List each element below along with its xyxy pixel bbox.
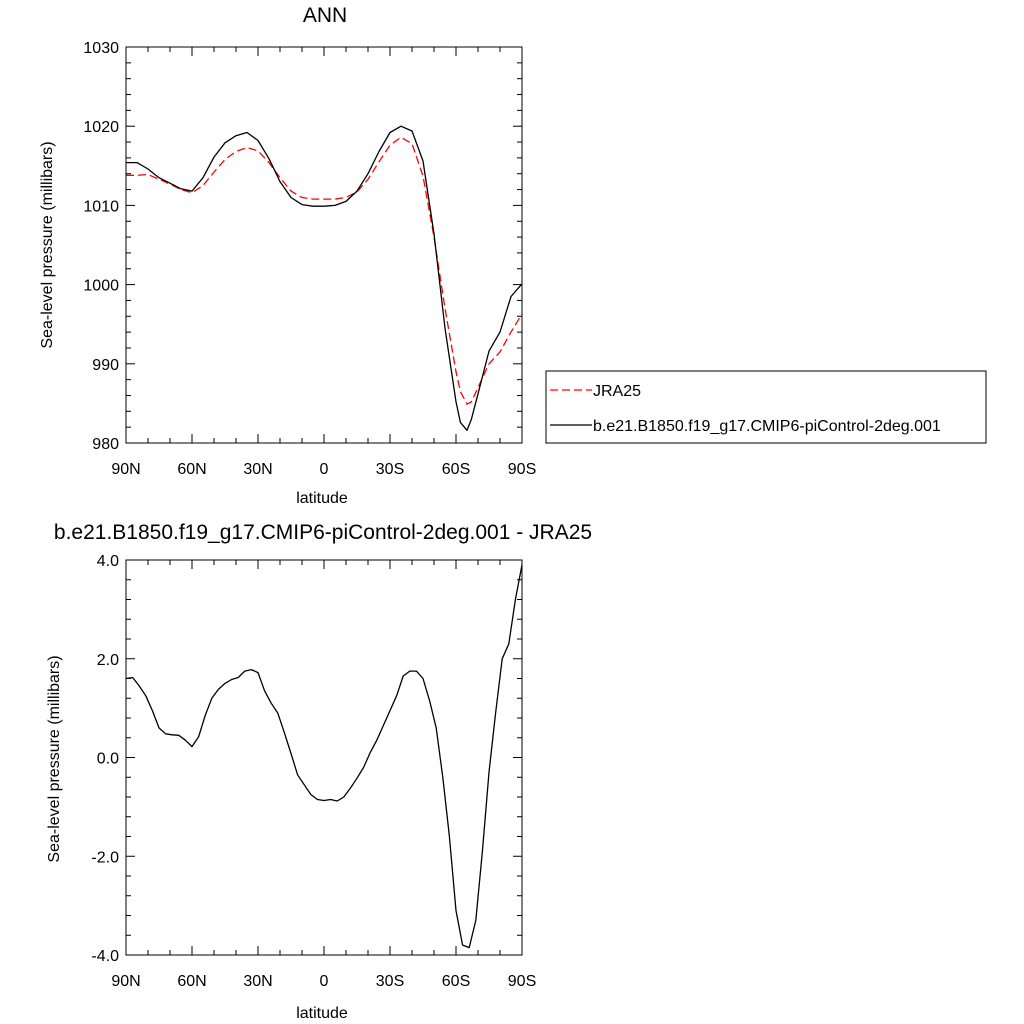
top-x-tick-label: 90S [508, 461, 536, 478]
bottom-y-tick-label: -4.0 [91, 948, 119, 965]
legend-box [545, 370, 987, 444]
bottom-x-tick-label: 90S [508, 973, 536, 990]
top-x-tick-label: 60S [442, 461, 470, 478]
top-y-tick-label: 1010 [83, 198, 119, 215]
top-y-axis-label: Sea-level pressure (millibars) [39, 141, 56, 348]
bottom-x-tick-label: 30N [243, 973, 272, 990]
bottom-series-group [125, 564, 523, 949]
bottom-y-axis-label: Sea-level pressure (millibars) [46, 655, 63, 862]
top-y-tick-label: 1030 [83, 40, 119, 57]
bottom-series-line-0 [125, 564, 523, 949]
top-chart-title: ANN [303, 4, 347, 27]
top-series-group [126, 125, 523, 431]
bottom-y-tick-label: 2.0 [97, 652, 119, 669]
legend-label-model: b.e21.B1850.f19_g17.CMIP6-piControl-2deg… [593, 418, 941, 435]
legend-label-jra25: JRA25 [593, 383, 641, 400]
bottom-x-tick-label: 0 [320, 973, 329, 990]
top-x-tick-label: 60N [177, 461, 206, 478]
top-x-tick-label: 30S [376, 461, 404, 478]
top-x-tick-label: 90N [111, 461, 140, 478]
bottom-panel: b.e21.B1850.f19_g17.CMIP6-piControl-2deg… [46, 521, 592, 1022]
bottom-axes: 90N 60N 30N 0 30S 60S 90S -4.0 -2.0 0.0 2.0 4.0 [91, 553, 536, 990]
bottom-y-tick-label: 0.0 [97, 751, 119, 768]
bottom-x-tick-label: 30S [376, 973, 404, 990]
bottom-y-tick-label: 4.0 [97, 553, 119, 570]
bottom-x-tick-label: 60S [442, 973, 470, 990]
top-plot-frame [125, 46, 523, 444]
top-x-tick-label: 0 [320, 461, 329, 478]
top-y-tick-label: 1000 [83, 278, 119, 295]
bottom-x-tick-label: 90N [111, 973, 140, 990]
bottom-plot-frame [125, 559, 523, 956]
top-axes: 90N 60N 30N 0 30S 60S 90S 980 990 1000 1010 1020 103… [83, 40, 536, 478]
top-series-line-1 [126, 125, 523, 431]
bottom-x-tick-label: 60N [177, 973, 206, 990]
top-x-tick-label: 30N [243, 461, 272, 478]
legend: JRA25 b.e21.B1850.f19_g17.CMIP6-piContro… [545, 370, 987, 444]
top-y-tick-label: 980 [92, 436, 119, 453]
bottom-y-tick-label: -2.0 [91, 849, 119, 866]
bottom-x-axis-label: latitude [296, 1005, 348, 1022]
top-y-tick-label: 990 [92, 357, 119, 374]
top-x-axis-label: latitude [296, 490, 348, 507]
top-series-line-0 [126, 136, 523, 405]
bottom-chart-title: b.e21.B1850.f19_g17.CMIP6-piControl-2deg… [54, 521, 592, 544]
top-panel: ANN 90N 60N 30N 0 30S 60S 90S 980 990 1000 1010 102… [39, 4, 536, 507]
top-y-tick-label: 1020 [83, 119, 119, 136]
